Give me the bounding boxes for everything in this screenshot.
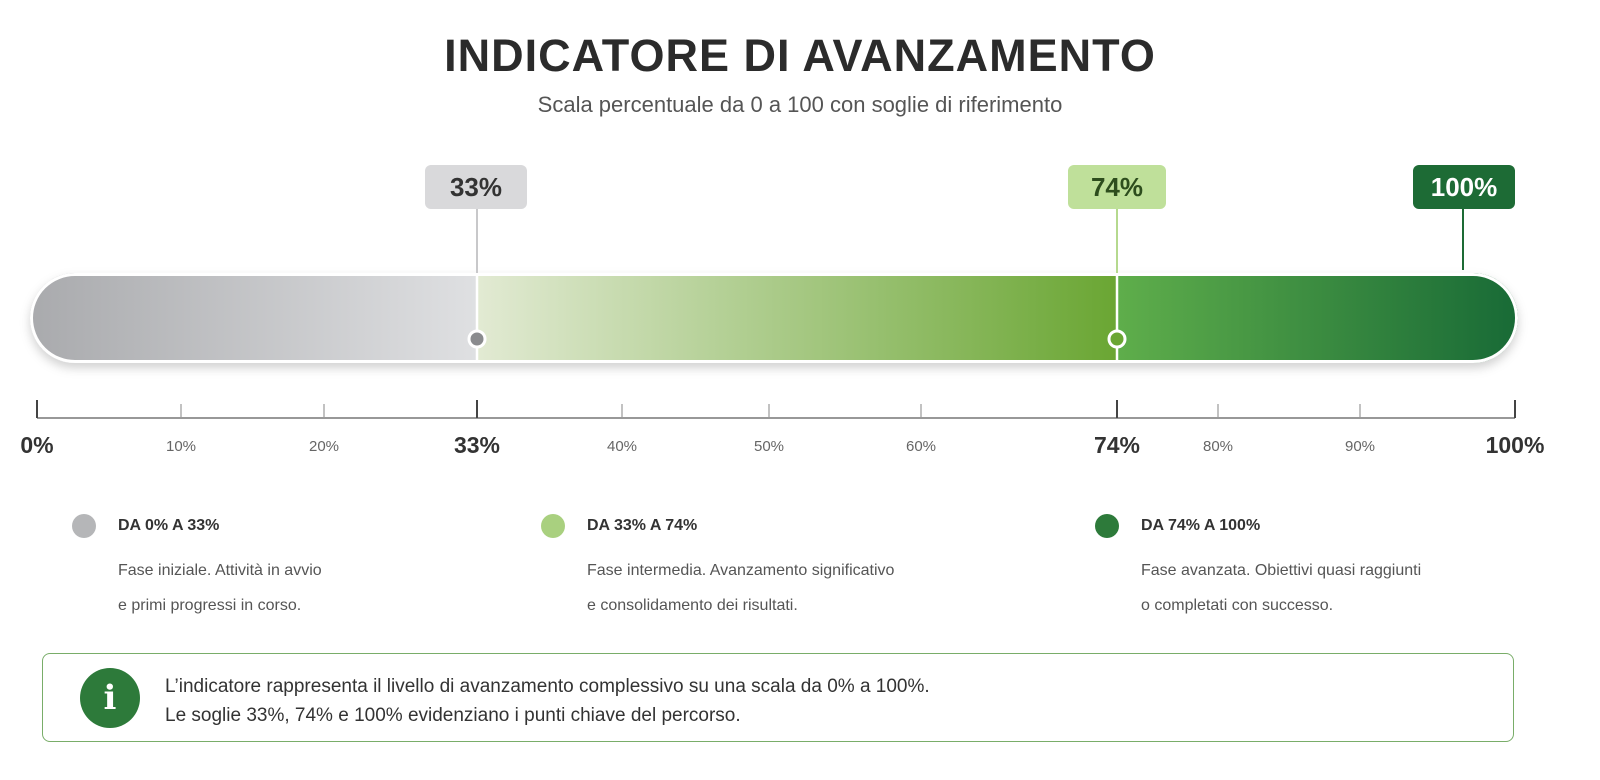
axis-tick-label: 20% xyxy=(309,438,339,455)
legend-description-line: o completati con successo. xyxy=(1141,597,1334,614)
info-text-line-2: Le soglie 33%, 74% e 100% evidenziano i … xyxy=(165,705,741,726)
legend-title: DA 74% A 100% xyxy=(1141,517,1261,534)
threshold-callout-100: 100% xyxy=(1413,165,1515,209)
legend-title: DA 33% A 74% xyxy=(587,517,698,534)
axis-tick-label: 60% xyxy=(906,438,936,455)
axis-tick-label: 90% xyxy=(1345,438,1375,455)
axis-tick-label: 80% xyxy=(1203,438,1233,455)
threshold-callout-74: 74% xyxy=(1068,165,1166,209)
legend-dot-icon xyxy=(541,514,565,538)
legend-description-line: e primi progressi in corso. xyxy=(118,597,302,614)
bar-segment-0 xyxy=(30,273,477,363)
axis-tick-label: 50% xyxy=(754,438,784,455)
axis-tick-label: 74% xyxy=(1094,432,1140,458)
legend-description: Fase iniziale. Attività in avvio e primi … xyxy=(118,553,322,623)
legend-description-line: Fase avanzata. Obiettivi quasi raggiunti xyxy=(1141,562,1422,579)
info-text-line-1: L’indicatore rappresenta il livello di a… xyxy=(165,676,930,697)
axis-tick-label: 33% xyxy=(454,432,500,458)
axis-tick-label: 10% xyxy=(166,438,196,455)
bar-segment-1 xyxy=(477,273,1117,363)
legend-dot-icon xyxy=(1095,514,1119,538)
threshold-marker-74 xyxy=(1107,329,1127,349)
threshold-marker-33 xyxy=(467,329,487,349)
axis-tick-label: 40% xyxy=(607,438,637,455)
threshold-callout-33: 33% xyxy=(425,165,527,209)
info-box xyxy=(42,653,1514,742)
legend-description-line: Fase intermedia. Avanzamento significati… xyxy=(587,562,895,579)
legend-description-line: Fase iniziale. Attività in avvio xyxy=(118,562,322,579)
info-icon: i xyxy=(80,668,140,728)
legend-description: Fase intermedia. Avanzamento significati… xyxy=(587,553,894,623)
legend-title: DA 0% A 33% xyxy=(118,517,220,534)
page-subtitle: Scala percentuale da 0 a 100 con soglie … xyxy=(537,92,1063,117)
bar-segment-2 xyxy=(1117,273,1518,363)
legend-dot-icon xyxy=(72,514,96,538)
legend-description-line: e consolidamento dei risultati. xyxy=(587,597,798,614)
legend-description: Fase avanzata. Obiettivi quasi raggiunti… xyxy=(1141,553,1421,623)
bar-border xyxy=(30,273,1518,363)
axis-tick-label: 0% xyxy=(20,432,53,458)
axis-tick-label: 100% xyxy=(1486,432,1545,458)
progress-chart: 0% 10% 20% 33% 40% 50% 60% 74% 80% 90% 100% xyxy=(20,209,1545,458)
page-title: INDICATORE DI AVANZAMENTO xyxy=(444,30,1156,81)
